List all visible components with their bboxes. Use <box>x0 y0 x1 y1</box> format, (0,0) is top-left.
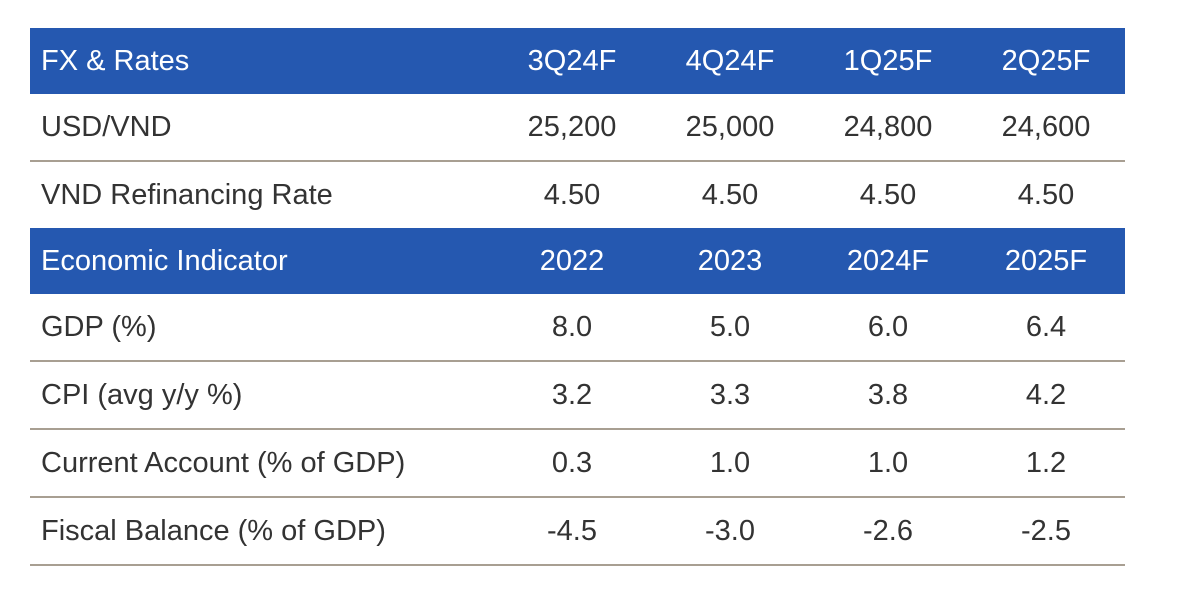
header-row: Economic Indicator 2022 2023 2024F 2025F <box>30 228 1125 294</box>
cell-label: VND Refinancing Rate <box>41 178 333 211</box>
table-row: CPI (avg y/y %) 3.2 3.3 3.8 4.2 <box>30 361 1125 430</box>
cell-value: 0.3 <box>493 429 651 498</box>
cell-value: 2024F <box>809 228 967 294</box>
cell-value: 2Q25F <box>967 28 1125 94</box>
cell-value: 4Q24F <box>651 28 809 94</box>
table-row: VND Refinancing Rate 4.50 4.50 4.50 4.50 <box>30 161 1125 228</box>
cell-value: 2025F <box>967 228 1125 294</box>
cell-label: Current Account (% of GDP) <box>30 429 493 498</box>
table-row: Current Account (% of GDP) 0.3 1.0 1.0 1.2 <box>30 429 1125 498</box>
fx-economic-table: FX & Rates 3Q24F 4Q24F 1Q25F 2Q25F USD/VND 25,… <box>30 28 1125 566</box>
cell-value: 1.0 <box>809 429 967 498</box>
cell-value: 2022 <box>493 228 651 294</box>
header-row: FX & Rates 3Q24F 4Q24F 1Q25F 2Q25F <box>30 28 1125 94</box>
cell-value: 1.0 <box>651 429 809 498</box>
cell-value: 25,000 <box>651 94 809 162</box>
cell-value: 1.2 <box>967 429 1125 498</box>
cell-value: 25,200 <box>493 94 651 162</box>
cell-value: 4.50 <box>701 178 759 211</box>
cell-value: 3Q24F <box>493 28 651 94</box>
cell-value: 5.0 <box>651 294 809 362</box>
cell-value: 1Q25F <box>809 28 967 94</box>
table-row: USD/VND 25,200 25,000 24,800 24,600 <box>30 94 1125 162</box>
cell-value: 4.50 <box>859 178 917 211</box>
cell-label: GDP (%) <box>30 294 493 362</box>
table-row: GDP (%) 8.0 5.0 6.0 6.4 <box>30 294 1125 362</box>
cell-value: 8.0 <box>493 294 651 362</box>
cell-label: CPI (avg y/y %) <box>30 361 493 430</box>
cell-value: 3.8 <box>809 361 967 430</box>
cell-value: 6.0 <box>809 294 967 362</box>
cell-value: 3.3 <box>651 361 809 430</box>
cell-label: USD/VND <box>30 94 493 162</box>
cell-value: 24,800 <box>809 94 967 162</box>
cell-value: 24,600 <box>967 94 1125 162</box>
cell-value: 3.2 <box>493 361 651 430</box>
cell-value: 2023 <box>651 228 809 294</box>
cell-value: -2.6 <box>809 497 967 566</box>
cell-value: 6.4 <box>967 294 1125 362</box>
table-row: Fiscal Balance (% of GDP) -4.5 -3.0 -2.6 -2.… <box>30 497 1125 566</box>
cell-label: FX & Rates <box>30 28 493 94</box>
cell-value: 4.50 <box>543 178 601 211</box>
cell-label: Fiscal Balance (% of GDP) <box>30 497 493 566</box>
cell-value: 4.50 <box>1017 178 1075 211</box>
cell-label: Economic Indicator <box>30 228 493 294</box>
cell-value: -4.5 <box>493 497 651 566</box>
cell-value: 4.2 <box>967 361 1125 430</box>
cell-value: -2.5 <box>967 497 1125 566</box>
cell-value: -3.0 <box>651 497 809 566</box>
